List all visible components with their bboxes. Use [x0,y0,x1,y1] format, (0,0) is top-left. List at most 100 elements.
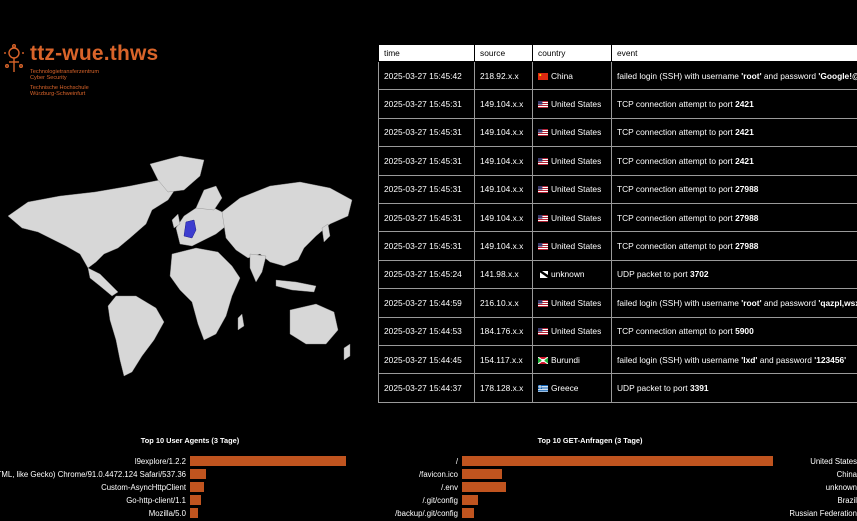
bar-label: /favicon.ico [418,470,458,479]
table-row[interactable]: 2025-03-27 15:45:31 149.104.x.x United Sta… [378,174,857,204]
india-shape [249,253,267,283]
event-value: 2421 [735,127,754,138]
us-flag-icon [538,299,548,307]
country-label: United States [810,457,857,466]
cell-source: 216.10.x.x [474,288,533,318]
event-text: failed login (SSH) with username [617,354,742,365]
cell-country: United States [532,288,612,318]
asia-shape [221,181,353,267]
cell-time: 2025-03-27 15:44:53 [378,316,475,346]
user-agents-chart: Top 10 User Agents (3 Tage) l9explore/1.… [0,436,380,521]
event-text: TCP connection attempt to port [617,155,736,166]
country-name: United States [551,326,602,337]
cell-event: failed login (SSH) with username 'root' … [611,288,857,318]
bar-label: /.git/config [422,496,458,505]
get-requests-chart-title: Top 10 GET-Anfragen (3 Tage) [537,436,643,445]
bar-row: l9explore/1.2.2 [0,456,380,469]
bar [462,495,478,505]
table-row[interactable]: 2025-03-27 15:44:53 184.176.x.x United Sta… [378,316,857,346]
country-name: Burundi [551,354,580,365]
event-text: UDP packet to port [617,269,690,280]
country-label: China [836,470,857,479]
column-header-source[interactable]: source [474,44,533,62]
cell-event: UDP packet to port 3702 [611,259,857,290]
event-value: 'root' [741,297,762,308]
germany-highlight [183,219,197,239]
china-flag-icon [538,72,548,80]
event-value: 27988 [735,184,759,195]
column-header-time[interactable]: time [378,44,475,62]
australia-shape [289,303,339,345]
country-name: United States [551,99,602,110]
table-row[interactable]: 2025-03-27 15:44:59 216.10.x.x United Stat… [378,288,857,318]
event-text: and password [757,354,815,365]
south-america-shape [107,295,165,377]
uk-shape [171,213,181,229]
event-value: 27988 [735,212,759,223]
cell-time: 2025-03-27 15:44:37 [378,373,475,403]
table-row[interactable]: 2025-03-27 15:45:31 149.104.x.x United Sta… [378,117,857,148]
bar-label: Custom-AsyncHttpClient [101,483,186,492]
bar-label: l9explore/1.2.2 [134,457,186,466]
cell-source: 149.104.x.x [474,117,533,148]
table-row[interactable]: 2025-03-27 15:44:37 178.128.x.x Greece UDP … [378,373,857,403]
bar [462,456,773,466]
new-zealand-shape [343,343,351,361]
bar [190,495,201,505]
table-row[interactable]: 2025-03-27 15:45:31 149.104.x.x United Sta… [378,231,857,261]
event-text: failed login (SSH) with username [617,297,742,308]
event-text: failed login (SSH) with username [617,70,742,81]
cell-source: 149.104.x.x [474,202,533,233]
bar-row: Go-http-client/1.1 [0,495,380,508]
cell-event: TCP connection attempt to port 27988 [611,174,857,204]
cell-source: 184.176.x.x [474,316,533,346]
us-flag-icon [538,214,548,222]
table-row[interactable]: 2025-03-27 15:45:31 149.104.x.x United Sta… [378,146,857,176]
bar [462,508,475,518]
circuit-logo-icon [4,44,24,72]
event-text: TCP connection attempt to port [617,212,736,223]
cell-source: 218.92.x.x [474,60,533,91]
event-value: 27988 [735,241,759,252]
country-name: United States [551,241,602,252]
bar-label: /backup/.git/config [395,509,458,518]
event-value: 3702 [689,269,709,280]
logo-subtitle-3: Technische Hochschule [30,85,89,91]
event-text: TCP connection attempt to port [617,241,736,252]
table-row[interactable]: 2025-03-27 15:44:45 154.117.x.x Burundi fai… [378,344,857,375]
cell-country: unknown [532,259,612,290]
logo-subtitle-1: Technologietransferzentrum [30,69,100,75]
table-row[interactable]: 2025-03-27 15:45:24 141.98.x.x unknown UDP … [378,259,857,290]
cell-country: Greece [532,373,612,403]
event-value: 3391 [689,382,709,393]
table-row[interactable]: 2025-03-27 15:45:31 149.104.x.x United Sta… [378,202,857,233]
madagascar-shape [237,313,245,331]
cell-event: UDP packet to port 3391 [611,373,857,403]
cell-source: 141.98.x.x [474,259,533,290]
column-header-event[interactable]: event [611,44,857,62]
cell-event: TCP connection attempt to port 2421 [611,89,857,119]
country-label: Brazil [837,496,857,505]
indonesia-shape [275,279,317,293]
event-text: and password [761,297,819,308]
us-flag-icon [538,129,548,137]
bar-row: (KHTML, like Gecko) Chrome/91.0.4472.124… [0,469,380,482]
cell-event: TCP connection attempt to port 27988 [611,202,857,233]
event-text: TCP connection attempt to port [617,99,736,110]
bar-label: (KHTML, like Gecko) Chrome/91.0.4472.124… [0,470,186,479]
japan-shape [321,223,331,243]
bar-label: /.env [441,483,458,492]
table-row[interactable]: 2025-03-27 15:45:31 149.104.x.x United Sta… [378,89,857,119]
us-flag-icon [538,101,548,109]
country-label: unknown [825,483,857,492]
bar [190,469,206,479]
column-header-country[interactable]: country [532,44,612,62]
unknown-flag-icon [538,271,548,279]
cell-time: 2025-03-27 15:45:31 [378,117,475,148]
country-label: Russian Federation [789,509,857,518]
event-value: 2421 [735,99,754,110]
event-text: TCP connection attempt to port [617,127,736,138]
cell-event: TCP connection attempt to port 27988 [611,231,857,261]
country-name: United States [551,127,602,138]
table-row[interactable]: 2025-03-27 15:45:42 218.92.x.x China failed… [378,60,857,91]
